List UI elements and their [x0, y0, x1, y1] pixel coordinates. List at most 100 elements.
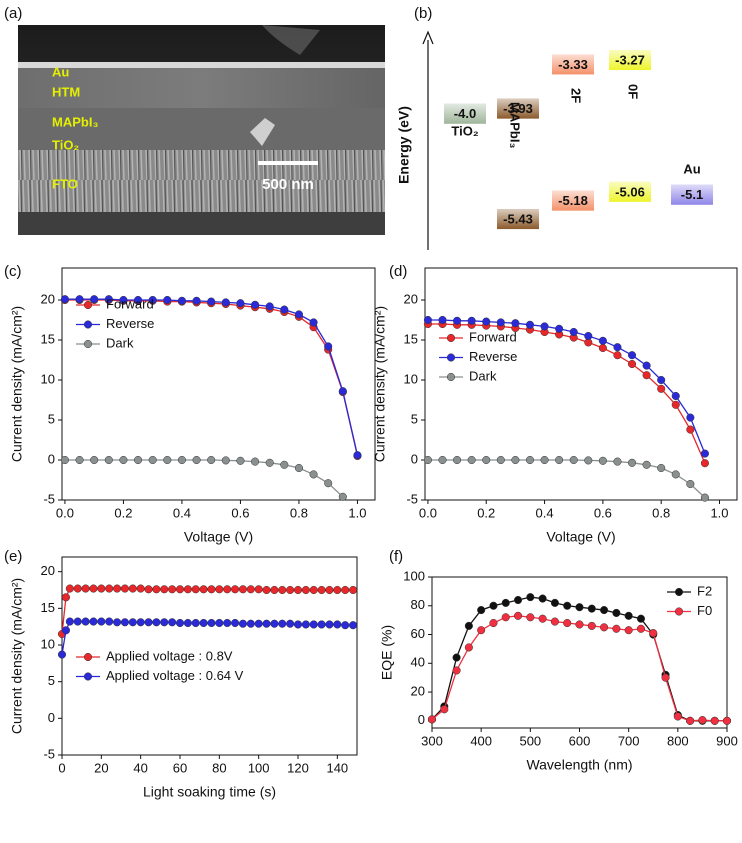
legend-label: Reverse: [469, 349, 517, 364]
data-point: [223, 585, 232, 594]
level-name: 2F: [569, 88, 584, 103]
data-point: [301, 585, 310, 595]
data-point: [467, 316, 476, 325]
panel-label: (b): [414, 5, 432, 22]
data-point: [177, 455, 186, 465]
data-point: [105, 584, 114, 593]
x-tick-label: 40: [133, 760, 147, 775]
data-point: [251, 457, 260, 466]
y-axis-label: Current density (mA/cm²): [9, 578, 25, 734]
data-point: [325, 620, 334, 629]
y-axis-label: Energy (eV): [396, 106, 412, 184]
data-point: [525, 455, 535, 465]
level-shade: [497, 98, 539, 119]
data-point: [309, 318, 318, 327]
data-point: [152, 618, 161, 627]
series-line: [427, 323, 706, 464]
data-point: [636, 614, 646, 623]
data-point: [698, 716, 707, 725]
data-point: [65, 584, 74, 593]
data-point: [128, 618, 137, 627]
y-tick-label: -5: [43, 746, 55, 761]
panel-label: (a): [4, 5, 22, 22]
data-point: [513, 595, 523, 605]
data-point: [501, 598, 510, 607]
data-point: [175, 618, 185, 628]
x-tick-label: 600: [569, 733, 591, 748]
data-point: [341, 585, 350, 595]
data-point: [477, 606, 486, 615]
plot-frame: [424, 267, 738, 501]
data-point: [613, 351, 622, 360]
data-point: [168, 618, 177, 627]
data-point: [438, 315, 447, 325]
legend-marker: [446, 372, 456, 382]
data-point: [221, 298, 230, 307]
data-point: [427, 715, 437, 724]
y-tick-label: 5: [48, 411, 55, 426]
legend-label: Forward: [106, 296, 154, 311]
y-tick-label: 80: [411, 597, 425, 612]
data-point: [90, 295, 99, 304]
legend-marker: [83, 672, 93, 681]
data-point: [700, 459, 709, 468]
data-point: [192, 296, 201, 305]
data-point: [294, 310, 303, 319]
y-tick-label: 10: [404, 371, 418, 386]
data-point: [134, 295, 143, 305]
level-value: -5.1: [681, 187, 703, 202]
legend-label: Dark: [106, 335, 134, 350]
legend-marker: [674, 607, 684, 616]
y-tick-label: -5: [406, 491, 418, 506]
data-point: [270, 585, 279, 595]
data-point: [526, 613, 535, 622]
data-point: [464, 621, 473, 630]
legend-marker: [83, 339, 93, 349]
y-tick-label: 20: [41, 291, 55, 306]
data-point: [686, 425, 695, 434]
data-point: [293, 585, 303, 595]
data-point: [452, 666, 461, 675]
data-point: [540, 455, 549, 465]
data-point: [440, 705, 449, 714]
data-point: [254, 585, 263, 594]
data-point: [90, 455, 99, 465]
data-point: [309, 620, 318, 629]
data-point: [353, 451, 362, 460]
data-point: [286, 585, 295, 595]
data-point: [600, 606, 609, 615]
data-point: [113, 618, 122, 627]
x-tick-label: 800: [667, 733, 689, 748]
data-point: [301, 620, 310, 629]
data-point: [215, 618, 224, 628]
data-point: [89, 584, 98, 593]
data-point: [453, 316, 462, 325]
data-point: [722, 716, 732, 725]
data-point: [612, 624, 621, 633]
data-point: [73, 617, 82, 626]
data-point: [453, 455, 462, 465]
data-point: [168, 585, 177, 594]
data-point: [477, 626, 486, 635]
y-tick-label: 15: [404, 331, 418, 346]
data-point: [61, 626, 70, 635]
layer-label: MAPbI₃: [52, 114, 98, 129]
legend-marker: [674, 587, 684, 597]
data-point: [423, 315, 432, 325]
data-point: [236, 299, 245, 308]
panel-label: (d): [389, 263, 407, 280]
layer-label: FTO: [52, 176, 78, 191]
y-axis-label: EQE (%): [379, 625, 395, 680]
data-point: [183, 585, 192, 594]
x-axis-label: Wavelength (nm): [526, 757, 632, 773]
x-axis-label: Voltage (V): [184, 529, 253, 545]
legend-label: F2: [697, 583, 712, 598]
data-point: [496, 318, 505, 327]
x-tick-label: 0.0: [419, 505, 437, 520]
level-name: TiO₂: [451, 123, 478, 138]
x-tick-label: 0.8: [290, 505, 308, 520]
legend-label: Applied voltage : 0.8V: [106, 648, 233, 663]
data-point: [349, 585, 358, 595]
y-tick-label: 0: [418, 712, 425, 727]
data-point: [489, 618, 498, 628]
